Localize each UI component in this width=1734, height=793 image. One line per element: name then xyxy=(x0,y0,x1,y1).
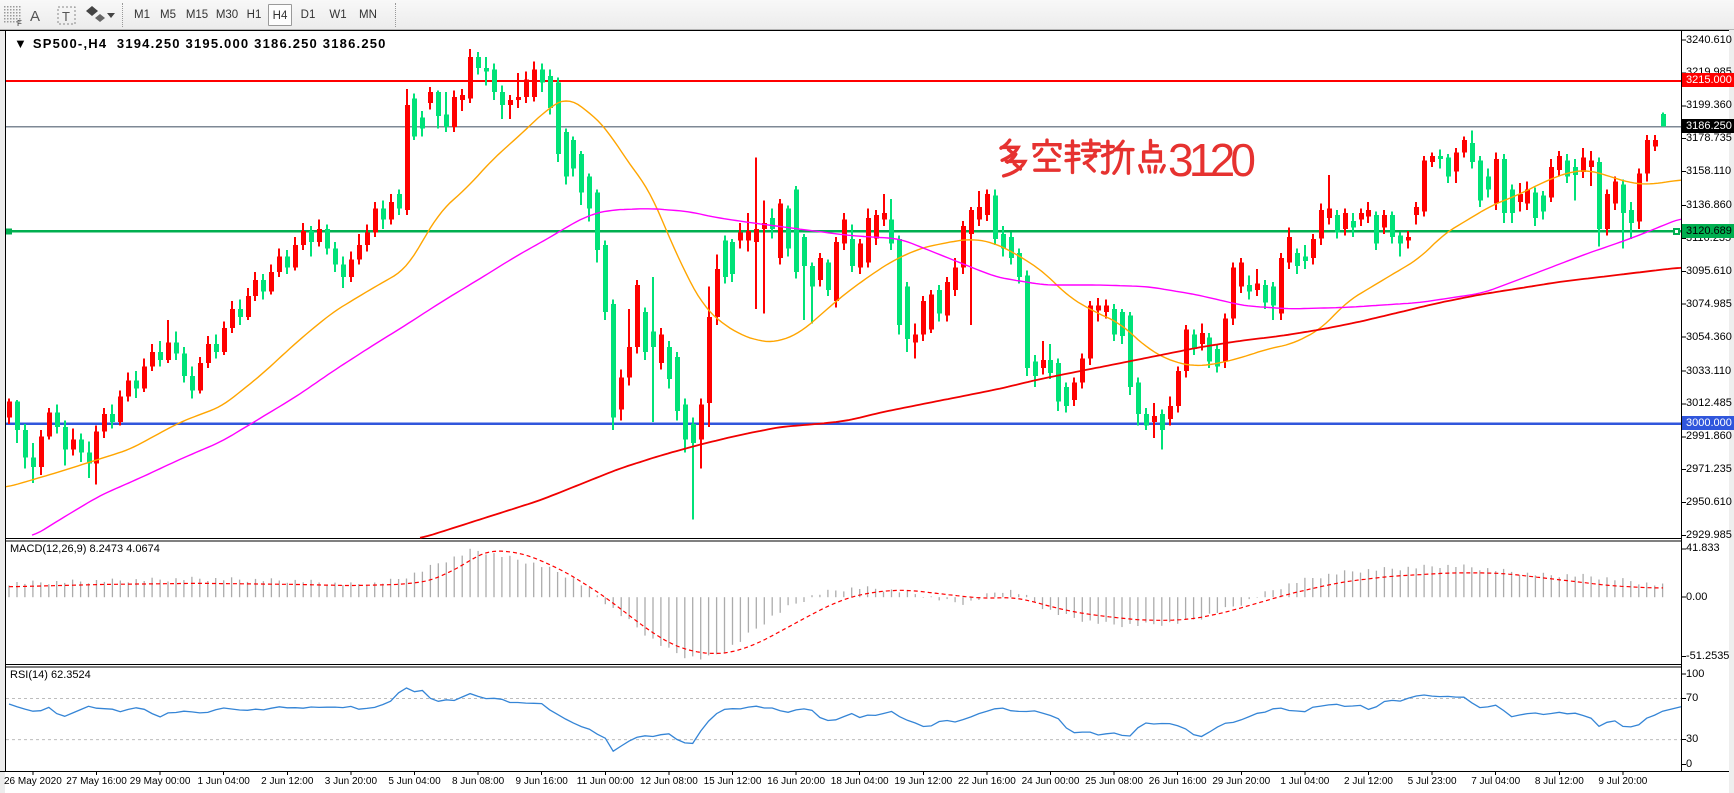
svg-text:3120: 3120 xyxy=(1168,134,1256,186)
svg-text:A: A xyxy=(30,8,40,25)
svg-text:T: T xyxy=(62,9,70,24)
svg-text:F: F xyxy=(17,19,22,28)
